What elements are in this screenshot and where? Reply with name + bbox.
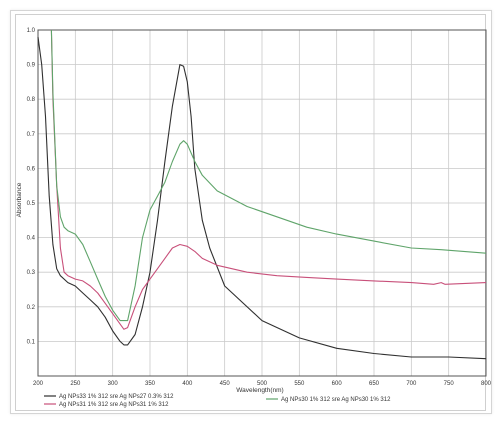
chart-legend: Ag NPs33 1% 312 sre Ag NPs27 0.3% 312 Ag … xyxy=(44,394,391,408)
x-tick-label: 800 xyxy=(481,381,492,387)
series-line-2 xyxy=(50,29,487,330)
x-axis-label: Wavelength(nm) xyxy=(236,387,283,394)
series-line-3 xyxy=(50,29,487,322)
y-tick-label: 0.3 xyxy=(27,270,36,276)
x-tick-label: 550 xyxy=(294,381,305,387)
x-tick-label: 400 xyxy=(182,381,193,387)
x-tick-label: 750 xyxy=(444,381,455,387)
y-tick-label: 0.6 xyxy=(27,166,36,172)
x-tick-label: 200 xyxy=(33,381,44,387)
x-tick-label: 600 xyxy=(332,381,343,387)
x-tick-label: 650 xyxy=(369,381,380,387)
chart-panel xyxy=(15,14,486,411)
y-axis-label: Absorbance xyxy=(16,182,23,217)
x-tick-label: 500 xyxy=(257,381,268,387)
x-tick-label: 300 xyxy=(108,381,119,387)
y-tick-label: 0.7 xyxy=(27,132,36,138)
x-tick-label: 700 xyxy=(406,381,417,387)
y-tick-label: 0.5 xyxy=(27,201,36,207)
x-tick-label: 250 xyxy=(70,381,81,387)
y-tick-label: 1.0 xyxy=(27,28,36,34)
chart-series xyxy=(37,29,487,360)
y-tick-label: 0.9 xyxy=(27,63,36,69)
chart-axes xyxy=(37,29,487,377)
legend-label-2: Ag NPs31 1% 312 sre Ag NPs31 1% 312 xyxy=(59,402,169,408)
y-tick-label: 0.8 xyxy=(27,97,36,103)
y-tick-label: 0.2 xyxy=(27,305,36,311)
x-tick-label: 450 xyxy=(220,381,231,387)
legend-label-1: Ag NPs33 1% 312 sre Ag NPs27 0.3% 312 xyxy=(59,394,174,400)
series-line-1 xyxy=(37,36,487,360)
chart-ticks: 200 250 300 350 400 450 500 550 600 650 700 750 800 0… xyxy=(27,28,492,387)
y-tick-label: 0.4 xyxy=(27,236,36,242)
chart-grid xyxy=(37,29,487,376)
y-tick-label: 0.1 xyxy=(27,339,36,345)
plot-border xyxy=(37,29,487,377)
legend-label-3: Ag NPs30 1% 312 sre Ag NPs30 1% 312 xyxy=(281,397,391,403)
x-tick-label: 350 xyxy=(145,381,156,387)
